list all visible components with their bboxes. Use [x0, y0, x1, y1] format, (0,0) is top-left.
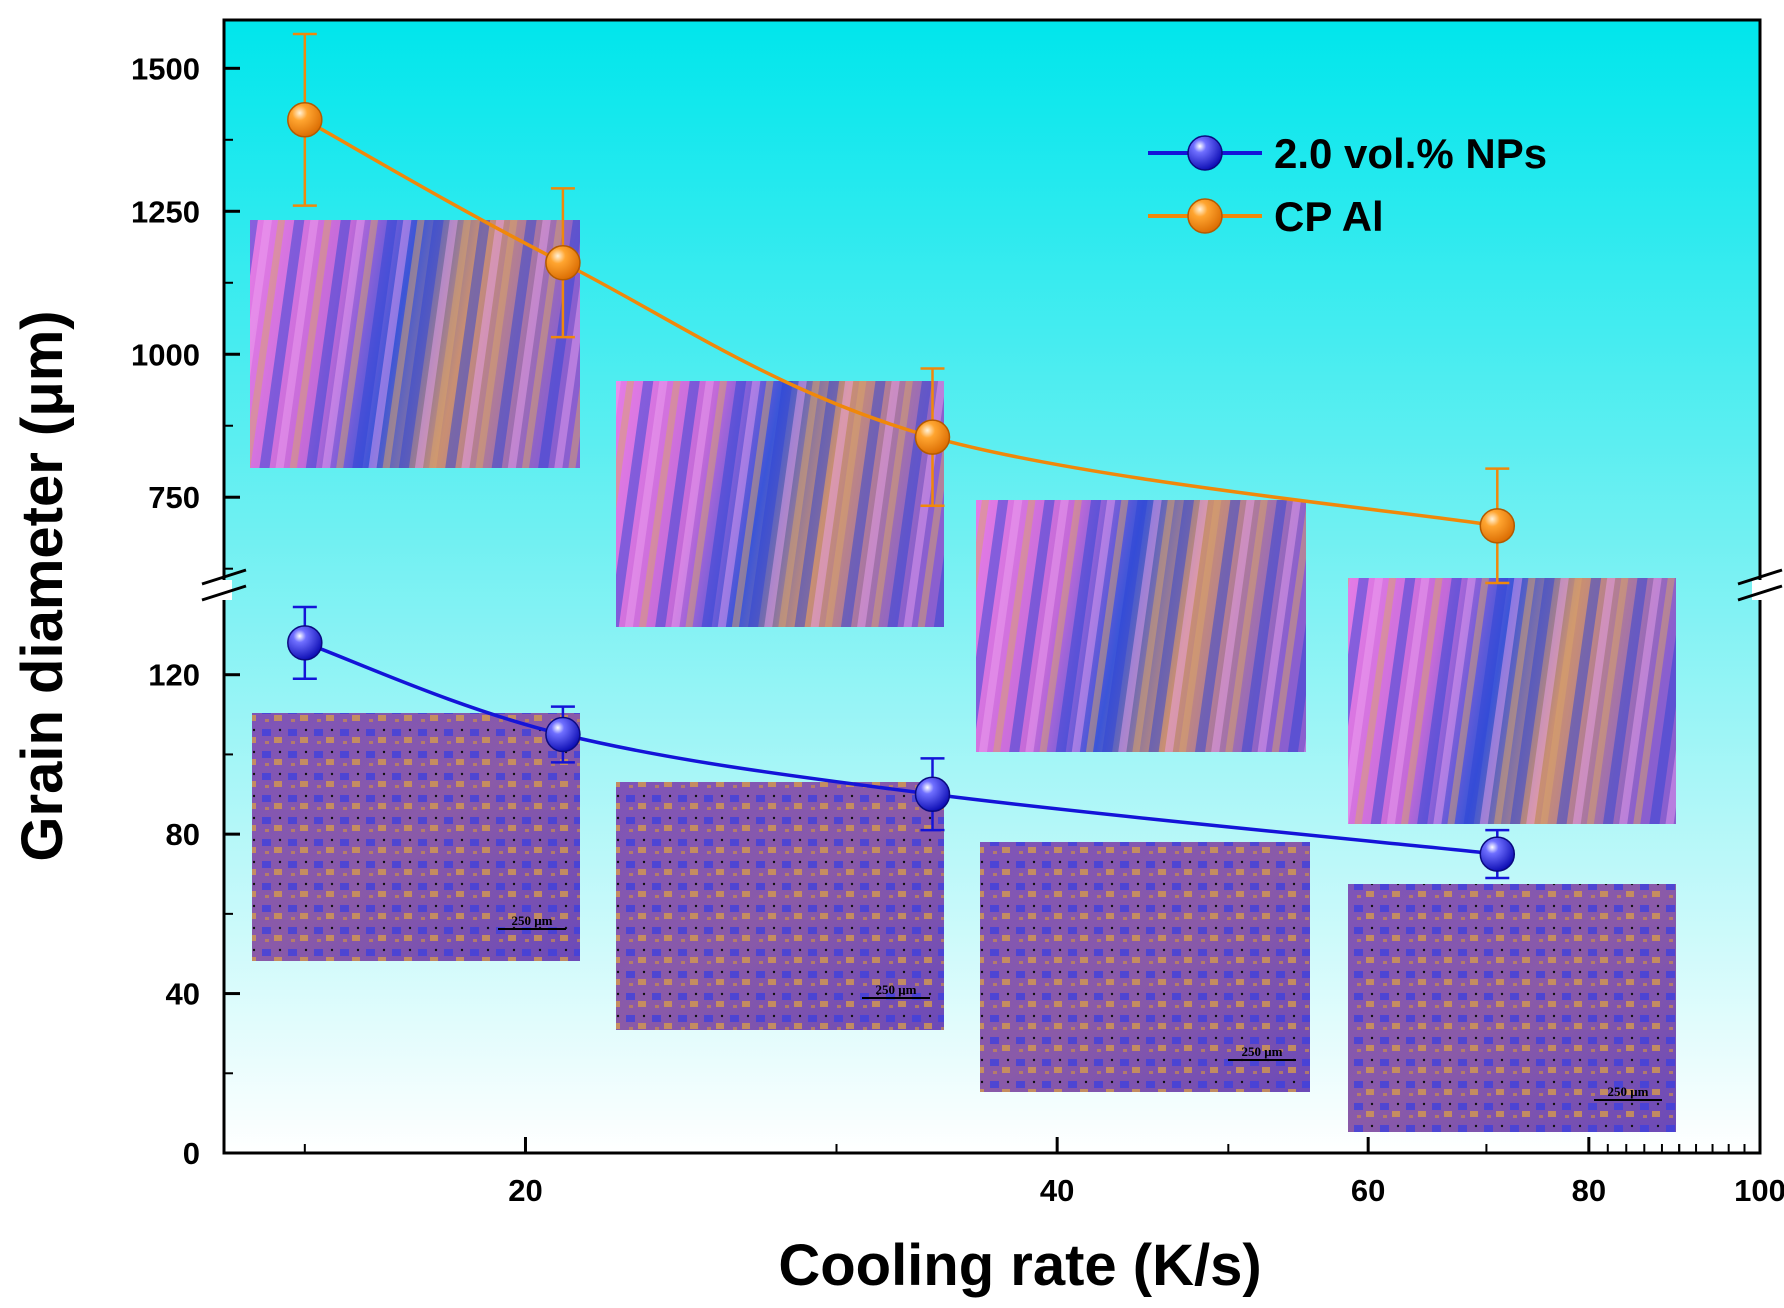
micrograph-inset [616, 381, 944, 627]
micrograph-texture [616, 782, 944, 1030]
x-tick-label: 60 [1351, 1173, 1385, 1208]
legend-marker-nps [1187, 135, 1223, 171]
x-tick-label: 80 [1572, 1173, 1606, 1208]
series-line-nps [304, 641, 1498, 856]
micrograph-texture [980, 842, 1310, 1092]
axis-break-mark [1737, 568, 1783, 602]
data-point [545, 245, 581, 281]
scale-bar-label: 250 μm [512, 913, 553, 928]
scale-bar-label: 250 μm [876, 982, 917, 997]
y-tick-label: 40 [166, 977, 200, 1012]
micrograph-inset [1348, 578, 1676, 824]
series-lines [303, 118, 1498, 856]
data-point [1479, 508, 1516, 544]
y-tick-label: 1000 [131, 337, 200, 372]
x-tick-label: 20 [508, 1173, 542, 1208]
axis-break-mark [201, 568, 247, 602]
data-point [1479, 836, 1516, 872]
data-point [545, 716, 581, 753]
y-tick-label: 750 [148, 480, 200, 515]
y-tick-label: 1250 [131, 194, 200, 229]
series-markers [287, 32, 1516, 880]
y-tick-label: 0 [183, 1136, 200, 1171]
y-axis-title: Grain diameter (μm) [10, 310, 75, 861]
legend-label-cpal: CP Al [1274, 193, 1384, 240]
axis-break-slash [201, 584, 247, 602]
data-point [287, 102, 323, 138]
micrograph-inset: 250 μm [980, 842, 1310, 1092]
micrograph-inset: 250 μm [252, 713, 580, 961]
legend-marker-cpal [1187, 198, 1223, 234]
micrograph-inset: 250 μm [1348, 884, 1676, 1132]
scale-bar-label: 250 μm [1608, 1084, 1649, 1099]
micrograph-texture [252, 713, 580, 961]
series-line-cpal [303, 118, 1498, 528]
micrograph-texture [976, 500, 1306, 752]
data-point [287, 625, 323, 661]
micrograph-inset: 250 μm [616, 782, 944, 1030]
scale-bar-label: 250 μm [1242, 1044, 1283, 1059]
micrograph-texture [250, 220, 580, 468]
micrograph-inset [976, 500, 1306, 752]
y-tick-label: 120 [148, 658, 200, 693]
micrograph-texture [1348, 884, 1676, 1132]
legend-label-nps: 2.0 vol.% NPs [1274, 130, 1547, 177]
micrograph-texture [616, 381, 944, 627]
axis-break-slash [201, 568, 247, 586]
axis-break-slash [1737, 584, 1783, 602]
micrograph-texture [1348, 578, 1676, 824]
y-tick-label: 80 [166, 817, 200, 852]
legend: 2.0 vol.% NPs CP Al [1148, 130, 1547, 240]
axis-break-slash [1737, 568, 1783, 586]
data-point [914, 419, 951, 455]
y-tick-label: 1500 [131, 51, 200, 86]
data-point [914, 776, 951, 813]
x-tick-label: 100 [1734, 1173, 1784, 1208]
micrograph-inset [250, 220, 580, 468]
x-tick-label: 40 [1040, 1173, 1074, 1208]
x-axis-title: Cooling rate (K/s) [778, 1233, 1261, 1298]
